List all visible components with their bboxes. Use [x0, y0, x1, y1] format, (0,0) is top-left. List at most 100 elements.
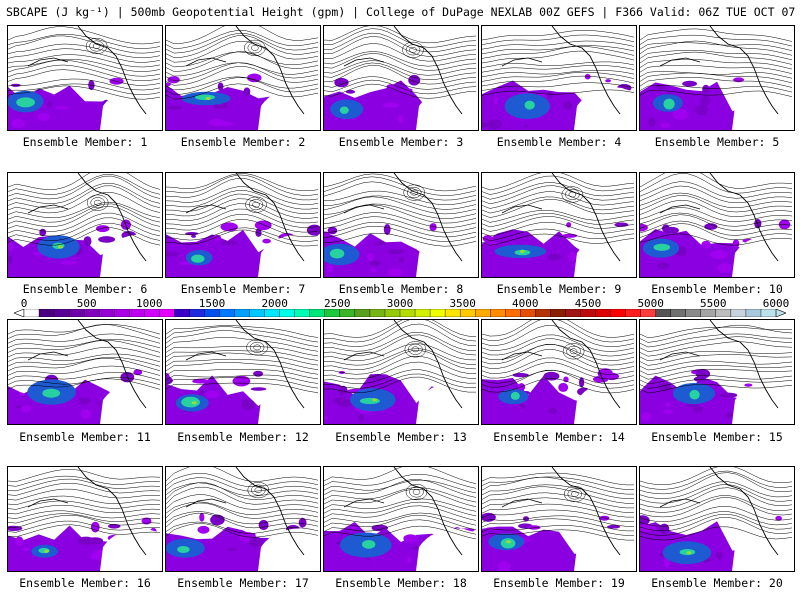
- colorbar-swatch: [38, 309, 55, 317]
- cape-speck: [220, 241, 239, 246]
- colorbar-right-arrow: [775, 309, 786, 317]
- cape-speck: [710, 250, 728, 259]
- coastline: [185, 498, 227, 508]
- cape-speck: [719, 392, 738, 398]
- height-contour-line: [324, 376, 476, 394]
- cape-speck: [641, 412, 651, 422]
- height-contour-line: [324, 221, 477, 238]
- height-contour-line: [640, 354, 793, 366]
- height-contour-line: [640, 40, 793, 56]
- colorbar-swatch: [595, 309, 611, 317]
- cape-field: [640, 368, 794, 424]
- cape-speck: [700, 95, 711, 106]
- coastline: [27, 57, 69, 67]
- coastline: [27, 204, 69, 214]
- coastline: [659, 57, 701, 67]
- ensemble-member-label: Ensemble Member: 9: [496, 282, 622, 296]
- cape-speck: [369, 260, 381, 267]
- height-contour-line: [166, 358, 319, 370]
- ensemble-member-label: Ensemble Member: 11: [19, 430, 151, 444]
- cape-speck: [482, 512, 496, 522]
- height-contour-line: [166, 33, 319, 54]
- cape-speck: [338, 385, 348, 396]
- map-svg: [8, 26, 162, 130]
- map-svg: [166, 467, 320, 571]
- cape-speck: [398, 256, 404, 263]
- cape-speck: [682, 80, 697, 87]
- cape-field: [640, 77, 794, 130]
- cape-field: [324, 521, 478, 571]
- height-contour-line: [482, 503, 634, 518]
- ensemble-member-label: Ensemble Member: 14: [493, 430, 625, 444]
- height-contour-line: [166, 486, 319, 505]
- height-contour-line: [324, 43, 477, 62]
- cape-field: [482, 512, 636, 571]
- height-contour-line: [166, 186, 319, 205]
- map-svg: [640, 173, 794, 277]
- cape-speck: [8, 242, 14, 252]
- colorbar-swatch: [264, 309, 281, 317]
- height-contour-line: [324, 204, 477, 224]
- height-contour-line: [166, 41, 319, 63]
- height-contour-line: [324, 479, 477, 498]
- cape-speck: [663, 557, 670, 568]
- colorbar-swatch: [475, 309, 491, 317]
- height-contour-line: [166, 193, 319, 214]
- height-contour-line: [640, 467, 793, 486]
- height-contour-line: [482, 173, 635, 191]
- cape-speck: [584, 73, 591, 80]
- closed-low-contour: [246, 339, 268, 356]
- cape-speck: [8, 255, 13, 264]
- cape-speck: [345, 89, 356, 94]
- cape-field: [640, 515, 794, 571]
- cape-speck: [732, 239, 740, 248]
- land-mask: [258, 234, 320, 277]
- height-contour-line: [640, 374, 793, 385]
- cape-high-region: [16, 97, 35, 108]
- map-svg: [166, 26, 320, 130]
- coastline: [709, 26, 779, 115]
- colorbar-swatch: [369, 309, 386, 317]
- colorbar-swatch: [685, 309, 702, 317]
- cape-speck: [197, 525, 210, 534]
- cape-high-region: [524, 100, 535, 110]
- colorbar-swatch: [249, 309, 266, 317]
- height-contour-line: [640, 487, 793, 508]
- cape-speck: [564, 104, 570, 109]
- ensemble-member-label: Ensemble Member: 13: [335, 430, 467, 444]
- map-svg: [166, 173, 320, 277]
- height-contour-line: [482, 196, 635, 214]
- height-contour-line: [324, 26, 477, 44]
- height-contour-line: [324, 176, 477, 196]
- cape-speck: [659, 523, 670, 535]
- colorbar-swatch: [414, 309, 431, 317]
- map-svg: [324, 320, 478, 424]
- height-contour-line: [482, 320, 635, 343]
- colorbar-left-arrow: [14, 309, 25, 317]
- cape-speck: [192, 378, 210, 384]
- cape-speck: [324, 416, 329, 420]
- coastline: [343, 57, 385, 67]
- height-contour-line: [640, 324, 793, 343]
- height-contour-line: [640, 365, 793, 375]
- coastline: [27, 498, 69, 508]
- closed-low-contour: [90, 197, 105, 209]
- height-contour-line: [482, 175, 635, 195]
- cape-speck: [524, 124, 529, 128]
- height-contour-line: [324, 212, 477, 229]
- height-contour-line: [324, 196, 477, 215]
- cape-speck: [665, 402, 671, 408]
- height-contour-line: [166, 26, 319, 45]
- cape-field: [324, 74, 478, 130]
- cape-high-region: [177, 546, 190, 553]
- colorbar-swatch: [565, 309, 581, 317]
- closed-low-contour: [251, 484, 266, 496]
- cape-speck: [775, 515, 782, 521]
- height-contour-line: [8, 212, 161, 232]
- cape-speck: [78, 397, 91, 405]
- height-contour-line: [482, 209, 635, 223]
- height-contour-line: [324, 350, 477, 370]
- cape-speck: [333, 397, 348, 404]
- height-contour-line: [324, 467, 477, 484]
- cape-field: [324, 223, 478, 277]
